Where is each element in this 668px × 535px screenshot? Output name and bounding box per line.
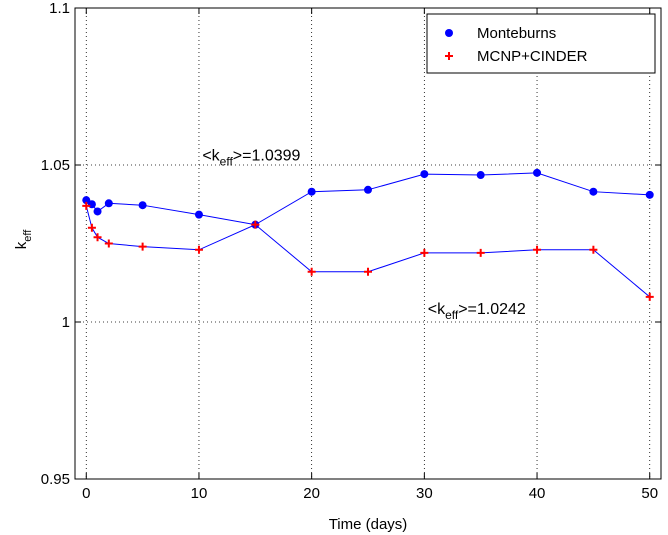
- data-point-mcnp-cinder: [194, 245, 203, 254]
- data-point-monteburns: [589, 187, 598, 196]
- y-tick-label: 1.1: [49, 0, 70, 17]
- x-tick-label: 20: [303, 485, 320, 502]
- data-point-monteburns: [533, 168, 542, 177]
- data-point-mcnp-cinder: [420, 248, 429, 257]
- data-point-monteburns: [194, 210, 203, 219]
- data-point-monteburns: [104, 199, 113, 208]
- x-axis-label: Time (days): [329, 516, 408, 533]
- data-point-monteburns: [87, 200, 96, 209]
- data-point-monteburns: [364, 185, 372, 194]
- annotation-text: >=1.0242: [458, 301, 526, 318]
- annotation-sub: eff: [445, 308, 459, 322]
- data-point-monteburns: [82, 196, 91, 205]
- data-point-mcnp-cinder: [82, 201, 91, 210]
- annotation-text: <k: [428, 301, 446, 318]
- data-point-mcnp-cinder: [87, 223, 96, 232]
- legend-box: [426, 13, 656, 74]
- series-line-monteburns: [85, 172, 650, 226]
- annotation-mean-keff: <keff>=1.0242: [428, 301, 526, 322]
- series-layer: [82, 168, 654, 301]
- data-point-monteburns: [645, 190, 654, 199]
- ticks: 0 10 20 30 40 50 0.95 1 1.05 1.1: [41, 0, 661, 502]
- annotation-text: >=1.0399: [233, 147, 301, 164]
- data-point-mcnp-cinder: [138, 242, 147, 251]
- annotation-sub: eff: [220, 154, 234, 168]
- y-tick-label: 0.95: [41, 471, 70, 488]
- data-point-mcnp-cinder: [364, 267, 372, 276]
- data-point-monteburns: [93, 207, 102, 216]
- data-point-mcnp-cinder: [476, 248, 485, 257]
- x-tick-label: 10: [191, 485, 208, 502]
- grid-lines: [75, 7, 661, 480]
- legend-marker-monteburns: [445, 29, 453, 37]
- x-tick-label: 50: [641, 485, 658, 502]
- data-point-mcnp-cinder: [251, 220, 260, 229]
- data-point-monteburns: [138, 201, 147, 210]
- data-point-mcnp-cinder: [589, 245, 598, 254]
- data-point-mcnp-cinder: [104, 239, 113, 248]
- data-point-mcnp-cinder: [93, 233, 102, 242]
- x-tick-label: 40: [529, 485, 546, 502]
- axes-box: [74, 7, 662, 480]
- data-point-monteburns: [420, 170, 429, 179]
- legend-marker: [445, 29, 453, 37]
- y-tick-label: 1: [62, 314, 70, 331]
- legend-label-monteburns: Monteburns: [477, 25, 556, 42]
- y-axis-label: keff: [13, 229, 34, 249]
- data-point-mcnp-cinder: [645, 292, 654, 301]
- legend: Monteburns MCNP+CINDER: [426, 13, 656, 74]
- legend-marker-mcnp-cinder: [445, 52, 453, 60]
- data-point-monteburns: [307, 187, 316, 196]
- x-tick-label: 0: [82, 485, 90, 502]
- y-axis-label-sub: eff: [22, 229, 34, 242]
- y-tick-label: 1.05: [41, 157, 70, 174]
- data-point-mcnp-cinder: [307, 267, 316, 276]
- data-point-monteburns: [476, 171, 485, 180]
- x-tick-label: 30: [416, 485, 433, 502]
- data-point-mcnp-cinder: [533, 245, 542, 254]
- annotation-text: <k: [202, 147, 220, 164]
- legend-label-mcnp-cinder: MCNP+CINDER: [477, 48, 588, 65]
- annotations: <keff>=1.0399<keff>=1.0242: [202, 147, 526, 322]
- series-line-mcnp-cinder: [85, 205, 651, 298]
- annotation-mean-keff: <keff>=1.0399: [202, 147, 300, 168]
- legend-marker: [445, 52, 453, 60]
- y-axis-label-main: k: [13, 241, 30, 249]
